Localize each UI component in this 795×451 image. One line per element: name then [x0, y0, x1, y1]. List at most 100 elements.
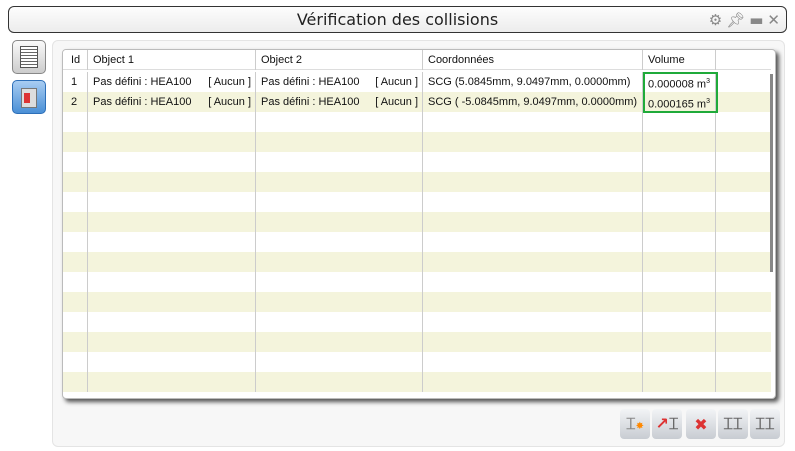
- cell-object1: [88, 232, 256, 252]
- header-object1[interactable]: Object 1: [88, 50, 256, 70]
- table-row[interactable]: [63, 312, 771, 332]
- cell-object1: [88, 272, 256, 292]
- header-id[interactable]: Id: [66, 50, 88, 70]
- volume-exponent: 3: [706, 98, 711, 105]
- table-row[interactable]: [63, 212, 771, 232]
- header-object2[interactable]: Object 2: [256, 50, 423, 70]
- cell-coordinates: [423, 212, 643, 232]
- cell-volume: [643, 372, 716, 392]
- cell-filler: [716, 192, 771, 212]
- move-beam-button[interactable]: ↗⌶: [652, 409, 682, 439]
- collision-beam-icon[interactable]: [12, 80, 46, 114]
- header-filler: [716, 50, 771, 70]
- close-icon[interactable]: ✕: [767, 11, 780, 29]
- cell-object2: [256, 192, 423, 212]
- cell-volume: [643, 352, 716, 372]
- gear-icon[interactable]: ⚙: [708, 11, 723, 29]
- cell-filler: [716, 112, 771, 132]
- cell-id: [66, 112, 88, 132]
- cell-volume: 0.000008 m3: [643, 72, 716, 92]
- object-name: Pas défini : HEA100: [93, 76, 192, 88]
- report-icon[interactable]: [12, 40, 46, 74]
- cell-id: [66, 252, 88, 272]
- cell-filler: [716, 132, 771, 152]
- cell-id: [66, 192, 88, 212]
- cell-filler: [716, 352, 771, 372]
- cell-id: [66, 292, 88, 312]
- collision-table: Id Object 1 Object 2 Coordonnées Volume …: [62, 49, 776, 399]
- cell-object2: [256, 132, 423, 152]
- cell-volume: [643, 272, 716, 292]
- cell-coordinates: [423, 112, 643, 132]
- table-row[interactable]: [63, 272, 771, 292]
- table-row[interactable]: 1 Pas défini : HEA100[ Aucun ] Pas défini …: [63, 72, 771, 92]
- cell-object1: [88, 212, 256, 232]
- table-row[interactable]: [63, 172, 771, 192]
- cell-volume: [643, 132, 716, 152]
- cell-object1: [88, 112, 256, 132]
- cell-filler: [716, 152, 771, 172]
- cell-id: 2: [66, 92, 88, 112]
- beam-pair-alt-button[interactable]: ⌶⌶: [750, 409, 780, 439]
- object-tag: [ Aucun ]: [208, 76, 251, 88]
- table-row[interactable]: [63, 292, 771, 312]
- table-row[interactable]: [63, 152, 771, 172]
- cell-object1: [88, 152, 256, 172]
- table-row[interactable]: [63, 372, 771, 392]
- volume-exponent: 3: [706, 78, 711, 85]
- cell-object2: [256, 212, 423, 232]
- cell-object2: [256, 332, 423, 352]
- table-row[interactable]: [63, 112, 771, 132]
- minimize-icon[interactable]: ▬: [749, 11, 764, 29]
- cell-id: [66, 212, 88, 232]
- table-row[interactable]: 2 Pas défini : HEA100[ Aucun ] Pas défini …: [63, 92, 771, 112]
- table-row[interactable]: [63, 232, 771, 252]
- cell-volume: 0.000165 m3: [643, 92, 716, 112]
- cell-object2: Pas défini : HEA100 [ Aucun ]: [256, 92, 423, 112]
- cell-object2: [256, 232, 423, 252]
- object-name: Pas défini : HEA100: [93, 96, 192, 108]
- table-header: Id Object 1 Object 2 Coordonnées Volume: [63, 50, 771, 70]
- cell-id: 1: [66, 72, 88, 92]
- cell-object2: [256, 372, 423, 392]
- cell-coordinates: [423, 132, 643, 152]
- cell-id: [66, 172, 88, 192]
- beam-pair-icon: ⌶⌶: [723, 414, 743, 433]
- cell-object2: [256, 272, 423, 292]
- cell-volume: [643, 212, 716, 232]
- delete-collision-button[interactable]: ✖: [686, 409, 716, 439]
- cell-coordinates: [423, 372, 643, 392]
- cell-filler: [716, 332, 771, 352]
- cell-volume: [643, 292, 716, 312]
- table-row[interactable]: [63, 192, 771, 212]
- beam-pair-button[interactable]: ⌶⌶: [718, 409, 748, 439]
- table-row[interactable]: [63, 132, 771, 152]
- pin-icon[interactable]: 📌︎: [726, 11, 746, 29]
- cell-id: [66, 372, 88, 392]
- beam-pair-alt-icon: ⌶⌶: [755, 414, 775, 433]
- delete-collision-icon: ✖: [694, 414, 708, 434]
- cell-object2: [256, 152, 423, 172]
- cell-coordinates: [423, 232, 643, 252]
- cell-object1: [88, 192, 256, 212]
- scrollbar[interactable]: [770, 74, 773, 272]
- header-volume[interactable]: Volume: [643, 50, 716, 70]
- cell-id: [66, 232, 88, 252]
- table-row[interactable]: [63, 332, 771, 352]
- table-row[interactable]: [63, 352, 771, 372]
- cell-coordinates: [423, 352, 643, 372]
- cell-object2: Pas défini : HEA100 [ Aucun ]: [256, 72, 423, 92]
- header-coordinates[interactable]: Coordonnées: [423, 50, 643, 70]
- cell-filler: [716, 72, 771, 92]
- cell-coordinates: [423, 332, 643, 352]
- cell-filler: [716, 212, 771, 232]
- add-beam-button[interactable]: ⌶✸: [620, 409, 650, 439]
- cell-filler: [716, 92, 771, 112]
- volume-value: 0.000008 m: [648, 78, 707, 91]
- cell-object1: [88, 372, 256, 392]
- table-row[interactable]: [63, 252, 771, 272]
- cell-volume: [643, 312, 716, 332]
- cell-filler: [716, 172, 771, 192]
- cell-coordinates: [423, 172, 643, 192]
- volume-value: 0.000165 m: [648, 98, 707, 111]
